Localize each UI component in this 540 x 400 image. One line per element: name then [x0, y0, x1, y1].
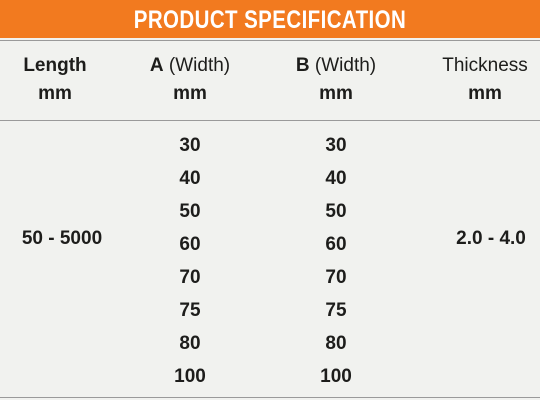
column-header: B (Width) mm	[266, 52, 406, 108]
width-cell: 80	[325, 333, 347, 354]
width-cell: 50	[179, 201, 201, 222]
width-cell: 75	[325, 300, 347, 321]
width-cell: 30	[179, 135, 201, 156]
column-header: Length mm	[0, 52, 125, 108]
width-cell: 75	[179, 300, 201, 321]
width-cell: 100	[174, 366, 206, 387]
width-cell: 60	[179, 234, 201, 255]
width-cell: 100	[320, 366, 352, 387]
rule	[0, 120, 540, 121]
column-label: (Width)	[314, 55, 377, 76]
title: PRODUCT SPECIFICATION	[133, 6, 407, 34]
column-header: A (Width) mm	[120, 52, 260, 108]
column-letter: B	[295, 55, 310, 76]
width-cell: 60	[325, 234, 347, 255]
column-label: (Width)	[168, 55, 231, 76]
width-cell: 70	[325, 267, 347, 288]
width-cell: 40	[179, 168, 201, 189]
column-unit: mm	[173, 83, 207, 104]
width-cell: 50	[325, 201, 347, 222]
column-unit: mm	[38, 83, 72, 104]
header-bar	[0, 0, 540, 38]
column-header: Thickness mm	[415, 52, 540, 108]
rule	[0, 397, 540, 398]
rule	[0, 40, 540, 41]
thickness-cell: 2.0 - 4.0	[456, 228, 526, 249]
column-letter: A	[149, 55, 164, 76]
column-label: Length	[23, 55, 87, 76]
width-cell: 30	[325, 135, 347, 156]
width-cell: 80	[179, 333, 201, 354]
column-label: Thickness	[442, 55, 528, 76]
column-unit: mm	[468, 83, 502, 104]
length-cell: 50 - 5000	[21, 228, 103, 249]
width-cell: 70	[179, 267, 201, 288]
column-unit: mm	[319, 83, 353, 104]
width-cell: 40	[325, 168, 347, 189]
